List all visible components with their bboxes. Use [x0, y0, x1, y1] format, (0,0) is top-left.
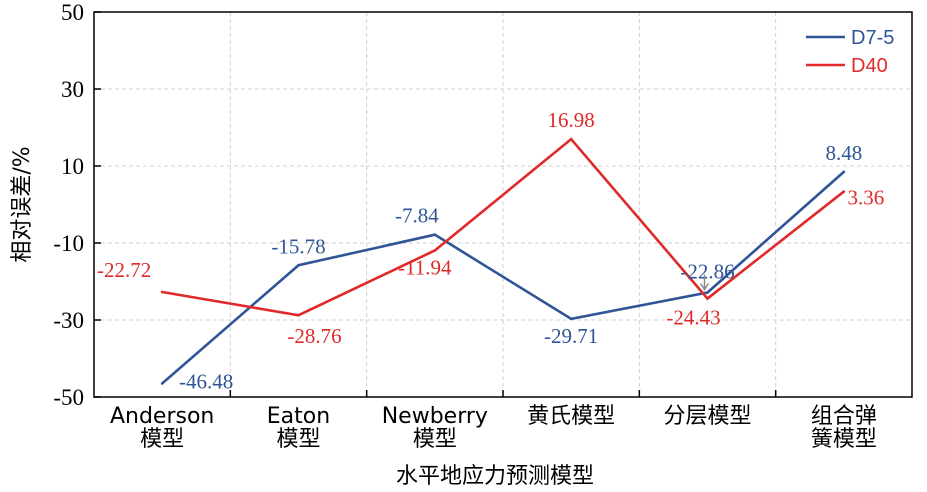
x-tick-label: 组合弹簧模型: [811, 404, 877, 452]
plot-frame: [93, 11, 913, 398]
y-tick-label: 10: [61, 154, 84, 179]
y-tick-label: -30: [53, 308, 84, 333]
series-lines: [160, 137, 846, 385]
data-label: -22.72: [97, 258, 151, 282]
data-point: [160, 290, 164, 294]
grid: [94, 12, 912, 397]
data-label: -7.84: [395, 204, 439, 228]
data-point: [706, 297, 709, 300]
y-tick-label: 50: [61, 0, 84, 25]
data-label: -11.94: [398, 255, 452, 279]
data-label: -28.76: [287, 324, 341, 348]
data-label: -46.48: [179, 369, 233, 393]
data-point: [297, 263, 300, 267]
data-label: -22.86: [680, 260, 734, 284]
data-label: 3.36: [847, 186, 884, 210]
series-line-d40: [161, 137, 845, 317]
data-point: [842, 170, 846, 174]
x-tick-label: Eaton 模型: [267, 404, 330, 452]
legend: D7-5 D40: [806, 27, 894, 77]
x-axis-title: 水平地应力预测模型: [396, 464, 594, 489]
legend-label: D7-5: [851, 27, 894, 49]
x-tick-label-line: Anderson: [110, 404, 214, 429]
y-tick-label: -50: [53, 385, 84, 410]
data-point: [433, 249, 437, 252]
x-tick-label: 分层模型: [663, 404, 751, 429]
x-tick-label-line: 模型: [413, 427, 457, 452]
data-point: [569, 317, 573, 321]
y-axis-title: 相对误差/%: [10, 146, 35, 262]
axes: [93, 11, 913, 398]
x-tick-label-line: 簧模型: [811, 427, 877, 452]
data-label: 16.98: [548, 108, 595, 132]
x-tick-label: 黄氏模型: [527, 404, 615, 429]
legend-label: D40: [851, 55, 888, 77]
data-point: [706, 291, 709, 294]
data-point: [842, 190, 846, 193]
x-tick-label: Newberry 模型: [382, 404, 488, 452]
data-point: [297, 313, 300, 317]
x-tick-label-line: 黄氏模型: [527, 404, 615, 429]
data-label: -15.78: [271, 234, 325, 258]
y-tick-label: -10: [53, 231, 84, 256]
x-tick-label: Anderson 模型: [110, 404, 214, 452]
annotation-arrowhead: [699, 283, 710, 291]
data-label: 8.48: [825, 141, 862, 165]
y-tick-labels: 50 30 10 -10 -30 -50: [53, 0, 84, 410]
x-tick-label-line: 分层模型: [663, 404, 751, 429]
data-point: [433, 233, 437, 236]
x-tick-label-line: 组合弹: [811, 404, 877, 429]
data-point: [569, 137, 573, 141]
x-tick-label-line: 模型: [276, 427, 320, 452]
data-label: -24.43: [666, 306, 720, 330]
x-tick-label-line: 模型: [140, 427, 184, 452]
data-point: [160, 382, 164, 385]
x-tick-label-line: Eaton: [267, 404, 330, 429]
y-tick-label: 30: [61, 77, 84, 102]
data-label: -29.71: [544, 324, 598, 348]
series-line-d7-5: [161, 170, 845, 385]
data-labels: -46.48 -15.78 -7.84 -29.71 -22.86 8.48 -22.72 -…: [97, 108, 884, 393]
x-tick-label-line: Newberry: [382, 404, 488, 429]
